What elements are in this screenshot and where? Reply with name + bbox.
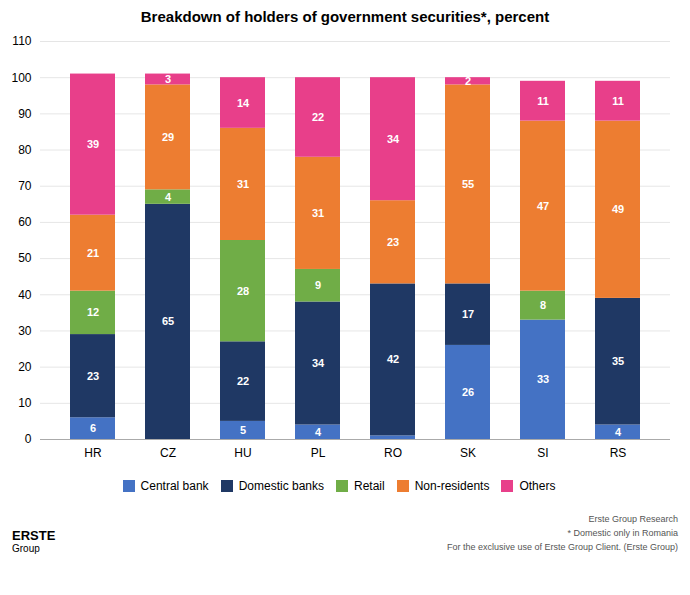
svg-text:23: 23 <box>87 370 99 382</box>
svg-text:35: 35 <box>612 355 624 367</box>
svg-text:12: 12 <box>87 306 99 318</box>
html-text:Group: Group <box>12 543 40 554</box>
svg-text:20: 20 <box>18 360 32 374</box>
svg-text:17: 17 <box>462 308 474 320</box>
svg-text:30: 30 <box>18 324 32 338</box>
svg-text:65: 65 <box>162 315 174 327</box>
svg-text:33: 33 <box>537 373 549 385</box>
html-text:Others: Others <box>519 478 556 493</box>
html-text:ERSTE: ERSTE <box>12 528 56 543</box>
svg-text:CZ: CZ <box>160 446 176 460</box>
svg-text:39: 39 <box>87 138 99 150</box>
html-text:Domestic banks: Domestic banks <box>238 478 324 493</box>
html-text:For the exclusive use of Erste: For the exclusive use of Erste Group Cli… <box>446 542 678 552</box>
svg-text:22: 22 <box>312 111 324 123</box>
svg-text:31: 31 <box>237 178 249 190</box>
svg-text:RS: RS <box>610 446 627 460</box>
svg-text:34: 34 <box>387 133 400 145</box>
svg-text:4: 4 <box>615 426 622 438</box>
svg-text:80: 80 <box>18 143 32 157</box>
svg-text:PL: PL <box>311 446 326 460</box>
svg-text:5: 5 <box>240 424 246 436</box>
svg-text:70: 70 <box>18 179 32 193</box>
svg-text:26: 26 <box>462 386 474 398</box>
svg-text:34: 34 <box>312 357 325 369</box>
svg-text:90: 90 <box>18 107 32 121</box>
html-text:* Domestic only in Romania: * Domestic only in Romania <box>567 528 678 538</box>
svg-text:42: 42 <box>387 353 399 365</box>
html-text:Erste Group Research: Erste Group Research <box>588 514 678 524</box>
svg-text:SK: SK <box>460 446 476 460</box>
svg-text:3: 3 <box>165 73 171 85</box>
svg-text:29: 29 <box>162 131 174 143</box>
svg-text:4: 4 <box>165 191 172 203</box>
svg-text:6: 6 <box>90 422 96 434</box>
svg-text:0: 0 <box>25 432 32 446</box>
svg-text:11: 11 <box>537 95 549 107</box>
svg-text:21: 21 <box>87 247 99 259</box>
svg-text:55: 55 <box>462 178 474 190</box>
svg-text:RO: RO <box>384 446 402 460</box>
svg-text:11: 11 <box>612 95 624 107</box>
svg-text:50: 50 <box>18 251 32 265</box>
svg-text:49: 49 <box>612 203 624 215</box>
svg-text:110: 110 <box>12 34 31 48</box>
svg-text:2: 2 <box>465 75 471 87</box>
svg-text:HR: HR <box>84 446 102 460</box>
svg-text:22: 22 <box>237 375 249 387</box>
html-text:Central bank: Central bank <box>140 478 209 493</box>
html-text:Breakdown of holders of govern: Breakdown of holders of government secur… <box>140 8 550 25</box>
svg-text:60: 60 <box>18 215 32 229</box>
svg-text:47: 47 <box>537 200 549 212</box>
svg-text:8: 8 <box>540 299 546 311</box>
svg-text:HU: HU <box>234 446 251 460</box>
svg-text:31: 31 <box>312 207 324 219</box>
svg-text:9: 9 <box>315 279 321 291</box>
svg-text:14: 14 <box>237 97 250 109</box>
svg-text:4: 4 <box>315 426 322 438</box>
svg-text:SI: SI <box>537 446 548 460</box>
html-text:Non-residents: Non-residents <box>414 478 490 493</box>
svg-text:28: 28 <box>237 285 249 297</box>
svg-text:40: 40 <box>18 288 32 302</box>
svg-text:100: 100 <box>11 71 31 85</box>
svg-text:23: 23 <box>387 236 399 248</box>
svg-text:10: 10 <box>18 396 32 410</box>
html-text:Retail: Retail <box>354 478 385 493</box>
